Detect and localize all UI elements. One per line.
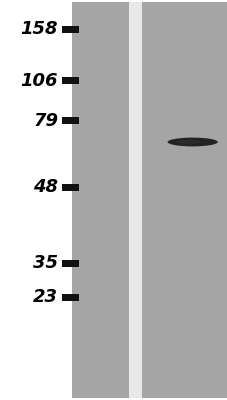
Bar [61,260,78,267]
Bar [128,2,142,398]
Bar [61,117,78,124]
Bar [142,2,227,398]
Bar [72,2,128,398]
Ellipse shape [175,140,200,144]
Bar [61,26,78,33]
Ellipse shape [167,138,217,146]
Text: 79: 79 [33,112,58,130]
Bar [61,294,78,301]
Text: 35: 35 [33,254,58,272]
Bar [61,184,78,191]
Text: 23: 23 [33,288,58,306]
Bar [61,77,78,84]
Text: 48: 48 [33,178,58,196]
Text: 106: 106 [21,72,58,90]
Text: 158: 158 [21,20,58,38]
